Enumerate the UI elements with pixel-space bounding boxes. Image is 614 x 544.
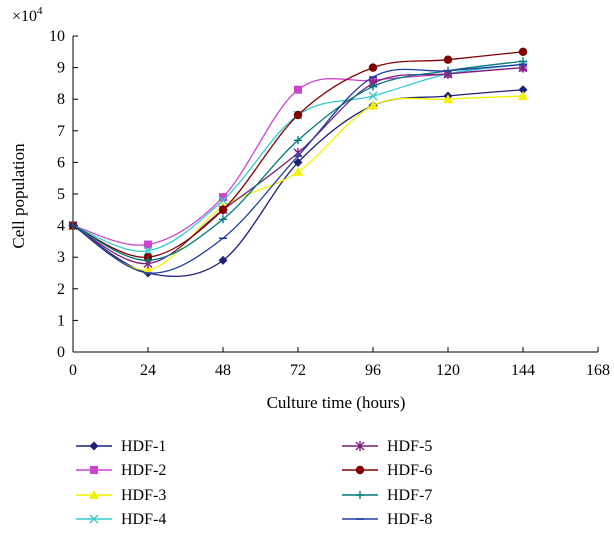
data-point <box>294 85 302 94</box>
data-point <box>368 91 378 101</box>
legend-marker <box>355 465 365 475</box>
x-tick-label: 168 <box>586 362 610 379</box>
x-tick-label: 72 <box>290 362 306 379</box>
y-tick-label: 4 <box>57 218 65 235</box>
legend: HDF-1 HDF-2 HDF-3 HDF-4 HDF-5 HDF-6 HDF-7 HDF-8 <box>76 438 432 528</box>
x-tick-label: 24 <box>140 362 156 379</box>
data-point <box>218 255 228 265</box>
data-point <box>518 47 528 56</box>
y-tick-label: 9 <box>57 60 65 77</box>
legend-item: HDF-3 <box>76 487 166 504</box>
data-point <box>294 136 302 145</box>
legend-label: HDF-1 <box>121 438 166 455</box>
legend-label: HDF-5 <box>387 438 432 455</box>
y-tick-label: 2 <box>57 281 65 298</box>
legend-item: HDF-8 <box>342 511 432 528</box>
data-point <box>143 264 153 274</box>
data-point <box>368 100 378 110</box>
x-tick-label: 48 <box>215 362 231 379</box>
data-point <box>518 85 528 95</box>
legend-marker <box>89 514 99 524</box>
legend-item: HDF-2 <box>76 462 166 479</box>
y-tick-label: 5 <box>57 186 65 203</box>
x-tick-label: 120 <box>436 362 460 379</box>
y-tick-label: 10 <box>49 28 65 45</box>
series-layer <box>68 47 528 278</box>
data-point <box>368 63 378 72</box>
x-tick-label: 144 <box>511 362 535 379</box>
legend-marker <box>355 441 365 451</box>
data-point <box>443 55 453 64</box>
y-axis-title: Cell population <box>9 143 28 249</box>
y-tick-label: 6 <box>57 154 65 171</box>
legend-label: HDF-3 <box>121 487 166 504</box>
legend-item: HDF-7 <box>342 487 432 504</box>
data-point <box>219 215 227 224</box>
x-axis-title: Culture time (hours) <box>267 393 406 412</box>
series-line <box>72 95 524 271</box>
legend-item: HDF-5 <box>342 438 432 455</box>
y-tick-label: 0 <box>57 344 65 361</box>
legend-marker <box>356 491 364 499</box>
data-point <box>218 205 228 214</box>
x-tick-label: 96 <box>365 362 381 379</box>
data-point <box>293 110 303 120</box>
data-point <box>144 240 152 249</box>
legend-marker <box>89 441 99 451</box>
y-axis-multiplier-exponent: 4 <box>37 5 43 17</box>
legend-label: HDF-7 <box>387 487 432 504</box>
series-hdf-8 <box>69 63 527 274</box>
axes: 0 1 2 3 4 5 6 7 8 9 10 0 24 48 72 96 120 144 168 <box>49 28 610 379</box>
data-point <box>144 256 152 265</box>
y-tick-label: 7 <box>57 123 65 140</box>
x-tick-label: 0 <box>69 362 77 379</box>
data-point <box>443 94 453 104</box>
y-tick-label: 1 <box>57 312 65 329</box>
data-point <box>293 157 303 167</box>
legend-item: HDF-1 <box>76 438 166 455</box>
legend-item: HDF-4 <box>76 511 166 528</box>
legend-label: HDF-6 <box>387 462 432 479</box>
legend-marker <box>90 466 98 474</box>
data-point <box>369 82 377 91</box>
data-point <box>518 91 528 101</box>
y-tick-label: 8 <box>57 91 65 108</box>
data-point <box>219 193 227 202</box>
legend-label: HDF-8 <box>387 511 432 528</box>
y-axis-multiplier: ×104 <box>12 5 43 25</box>
legend-label: HDF-2 <box>121 462 166 479</box>
data-point <box>218 195 228 205</box>
legend-label: HDF-4 <box>121 511 166 528</box>
data-point <box>143 246 153 256</box>
y-tick-label: 3 <box>57 249 65 266</box>
legend-item: HDF-6 <box>342 462 432 479</box>
data-point <box>293 166 303 176</box>
legend-marker <box>89 490 99 499</box>
